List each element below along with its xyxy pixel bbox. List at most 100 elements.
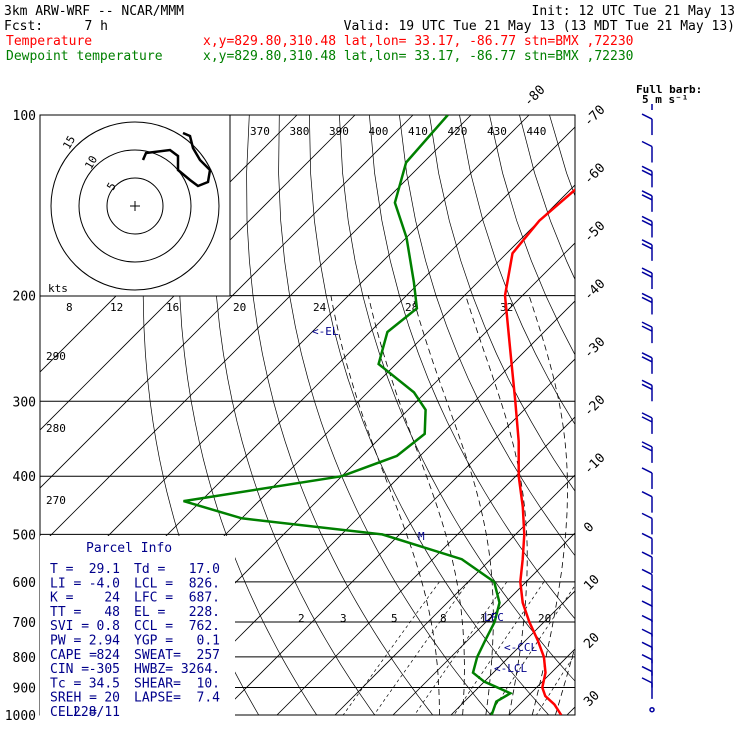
sounding-profiles bbox=[183, 115, 575, 715]
theta-label: 440 bbox=[527, 125, 547, 138]
wind-barb-flag bbox=[641, 416, 653, 423]
parcel-info-cell: PW = bbox=[50, 634, 81, 649]
parcel-info-cell: 824 bbox=[97, 648, 121, 663]
wind-barb bbox=[641, 628, 653, 651]
theta-label: 390 bbox=[329, 125, 349, 138]
mixing-ratio-line bbox=[414, 581, 508, 715]
parcel-info-cell: TT = bbox=[50, 605, 81, 620]
parcel-info-cell: -305 bbox=[89, 662, 120, 677]
mixing-ratio-label: 8 bbox=[440, 612, 447, 625]
dry-adiabat-line bbox=[212, 115, 376, 715]
isotherm-line bbox=[670, 115, 740, 728]
dry-adiabat-line bbox=[178, 115, 318, 715]
parcel-info-cell: 29.1 bbox=[89, 562, 120, 577]
dry-adiabat-line bbox=[549, 115, 575, 197]
isotherm-label: -80 bbox=[521, 83, 548, 110]
wind-barb-flag bbox=[641, 490, 653, 498]
isotherm-line bbox=[450, 590, 575, 715]
isotherm-line bbox=[218, 358, 575, 715]
wind-barb bbox=[641, 490, 653, 513]
isotherm-label: -30 bbox=[581, 335, 608, 362]
wind-barb bbox=[641, 677, 653, 699]
full-barb-value: 5 m s⁻¹ bbox=[642, 93, 688, 106]
mixing-ratio-label: 2 bbox=[298, 612, 305, 625]
isotherm-label: 20 bbox=[581, 630, 603, 652]
pressure-label: 800 bbox=[13, 651, 36, 666]
wind-barb-flag bbox=[641, 321, 653, 328]
moist-adiabat-line bbox=[555, 645, 575, 715]
theta-label: 400 bbox=[369, 125, 389, 138]
forecast-label: Fcst: bbox=[4, 19, 43, 34]
isotherm-line bbox=[508, 648, 575, 715]
parcel-info-cell: Tc = bbox=[50, 676, 81, 691]
parcel-info-cell: LCL = bbox=[134, 576, 173, 591]
wind-barb-flag bbox=[641, 441, 653, 448]
model-title: 3km ARW-WRF -- NCAR/MMM bbox=[4, 4, 184, 19]
pressure-label: 600 bbox=[13, 576, 36, 591]
parcel-info-cell: 826. bbox=[189, 576, 220, 591]
mixing-ratio-line bbox=[453, 581, 545, 715]
wind-barb bbox=[641, 165, 653, 188]
parcel-info-cell: SVI = bbox=[50, 619, 89, 634]
mixing-ratio-line bbox=[342, 581, 440, 715]
dewpoint-legend: Dewpoint temperature bbox=[6, 49, 163, 64]
parcel-info-cell: T = bbox=[50, 562, 74, 577]
wind-barb bbox=[641, 467, 653, 489]
isotherm-label: -10 bbox=[581, 451, 608, 478]
parcel-info-cell: 17.0 bbox=[189, 562, 220, 577]
valid-time: Valid: 19 UTC Tue 21 May 13 (13 MDT Tue … bbox=[344, 19, 735, 34]
parcel-info-cell: EL = bbox=[134, 605, 165, 620]
wind-barb-flag bbox=[641, 412, 653, 419]
dry-adiabat-line bbox=[640, 115, 740, 728]
pressure-label: 700 bbox=[13, 616, 36, 631]
isotherm-label: -20 bbox=[581, 393, 608, 420]
dry-adiabat-line bbox=[730, 115, 740, 728]
parcel-info-cell: 0.1 bbox=[197, 634, 220, 649]
parcel-info-title: Parcel Info bbox=[86, 541, 172, 556]
isotherm-line bbox=[392, 532, 575, 715]
wind-barb-flag bbox=[641, 325, 653, 332]
parcel-info-cell: LI = bbox=[50, 576, 81, 591]
wind-barb-flag bbox=[641, 551, 653, 558]
parcel-info-cell: CCL = bbox=[134, 619, 173, 634]
temperature-location: x,y=829.80,310.48 lat,lon= 33.17, -86.77… bbox=[203, 34, 633, 49]
wind-barb bbox=[641, 600, 653, 623]
wind-barb-flag bbox=[641, 600, 653, 607]
wind-barb-flag bbox=[641, 568, 653, 576]
isotherm-line bbox=[40, 115, 530, 605]
wind-barb-flag bbox=[641, 243, 653, 250]
dry-adiabat-line bbox=[700, 115, 740, 728]
wind-barb-flag bbox=[641, 292, 653, 300]
moist-adiabat-line bbox=[330, 295, 440, 715]
wind-barb-flag bbox=[641, 165, 653, 173]
theta-label: 280 bbox=[46, 422, 66, 435]
wind-barb bbox=[641, 352, 653, 374]
parcel-info-cell: K = bbox=[50, 591, 74, 606]
parcel-info-cell: SWEAT= bbox=[134, 648, 181, 663]
parcel-info-cell: 228/11 bbox=[73, 705, 120, 720]
el-annotation: <-EL bbox=[312, 325, 339, 338]
dry-adiabat-line bbox=[309, 115, 550, 715]
wind-barb bbox=[641, 568, 653, 591]
isotherm-label: -70 bbox=[581, 103, 608, 130]
parcel-info-cell: 762. bbox=[189, 619, 220, 634]
pressure-label: 1000 bbox=[5, 709, 36, 724]
dry-adiabat-line bbox=[246, 115, 434, 715]
pressure-label: 300 bbox=[13, 395, 36, 410]
m-annotation: M bbox=[418, 530, 425, 543]
wind-barb-flag bbox=[641, 140, 653, 148]
forecast-hours: 7 h bbox=[85, 19, 108, 34]
dry-adiabat-line bbox=[339, 115, 575, 682]
wind-barbs bbox=[641, 113, 655, 713]
wind-barb bbox=[641, 113, 653, 136]
parcel-info-cell: 257 bbox=[197, 648, 220, 663]
wetbulb-label: 20 bbox=[233, 301, 246, 314]
wind-barb bbox=[641, 379, 653, 402]
wind-barb-flag bbox=[641, 614, 653, 622]
ccl-annotation: <-CCL bbox=[504, 641, 537, 654]
wind-barb-flag bbox=[641, 665, 653, 673]
parcel-info-cell: 24 bbox=[104, 591, 120, 606]
theta-label: 380 bbox=[290, 125, 310, 138]
wind-barb bbox=[641, 140, 653, 163]
wind-barb-flag bbox=[641, 379, 653, 386]
